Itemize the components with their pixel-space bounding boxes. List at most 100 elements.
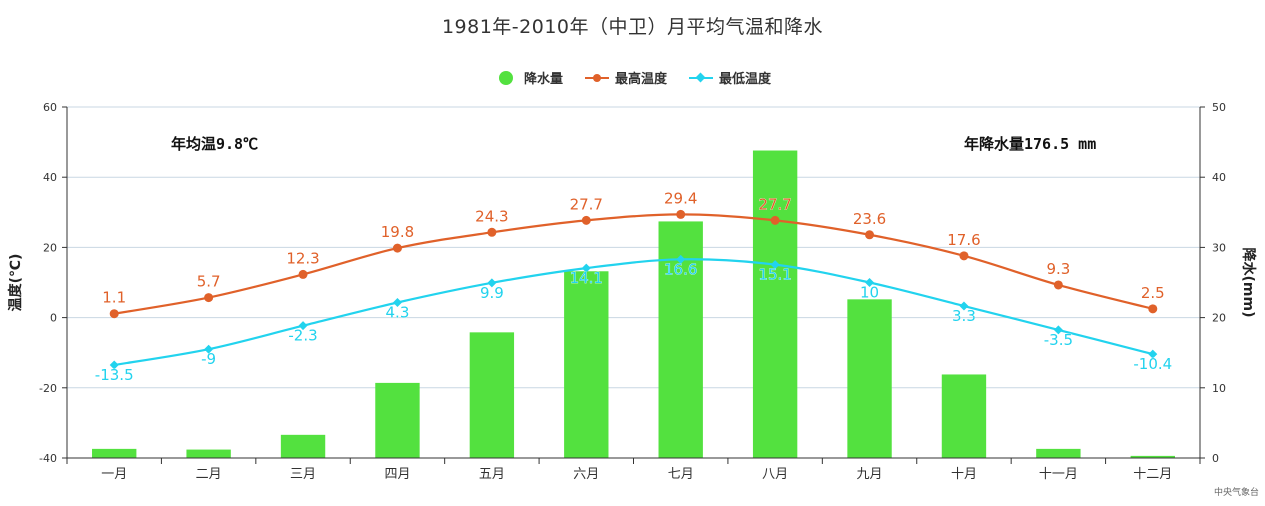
x-tick-label: 六月: [573, 467, 599, 482]
x-tick-label: 三月: [290, 467, 316, 482]
max-temp-point: [392, 243, 402, 253]
precipitation-bar: [280, 434, 326, 458]
legend-item-max-temp[interactable]: 最高温度: [584, 68, 667, 87]
x-tick-label: 七月: [668, 467, 694, 482]
min-temp-data-label: 14.1: [570, 269, 603, 287]
max-temp-point: [959, 251, 969, 261]
max-temp-data-label: 2.5: [1141, 284, 1165, 302]
min-temp-data-label: -2.3: [288, 327, 317, 345]
max-temp-data-label: 17.6: [947, 231, 980, 249]
y-tick-label-right: 40: [1212, 171, 1226, 184]
max-temp-point: [109, 309, 119, 319]
precipitation-bar: [469, 332, 515, 458]
x-tick-label: 五月: [479, 467, 505, 482]
x-tick-label: 九月: [857, 467, 883, 482]
x-tick-label: 十一月: [1039, 467, 1078, 482]
max-temp-point: [676, 209, 686, 219]
x-tick-label: 二月: [196, 467, 222, 482]
legend-min-temp-swatch: [689, 71, 713, 85]
max-temp-point: [770, 215, 780, 225]
x-tick-label: 八月: [762, 467, 788, 482]
precipitation-bar: [847, 299, 892, 458]
x-tick-label: 十二月: [1133, 467, 1172, 482]
min-temp-data-label: 9.9: [480, 284, 504, 302]
x-tick-label: 四月: [384, 467, 410, 482]
min-temp-data-label: -3.5: [1044, 331, 1073, 349]
min-temp-line: [114, 258, 1154, 367]
min-temp-point: [298, 321, 308, 331]
min-temp-point: [865, 278, 875, 287]
precipitation-bar: [375, 382, 420, 458]
max-temp-line: [114, 213, 1154, 315]
max-temp-point: [487, 227, 497, 237]
min-temp-point: [676, 254, 686, 264]
max-temp-data-label: 5.7: [197, 273, 221, 291]
legend-max-temp-swatch: [584, 71, 609, 85]
y-tick-label-right: 0: [1212, 452, 1219, 465]
max-temp-data-label: 27.7: [570, 195, 603, 213]
y-tick-label-left: -40: [39, 452, 57, 465]
min-temp-data-label: 4.3: [386, 304, 410, 322]
y-axis-title-right: 降水(mm): [1240, 248, 1257, 318]
y-tick-label-right: 10: [1212, 382, 1226, 395]
max-temp-data-label: 29.4: [664, 189, 697, 207]
max-temp-data-label: 19.8: [381, 223, 414, 241]
min-temp-data-label: 16.6: [664, 260, 697, 278]
min-temp-point: [770, 260, 780, 270]
legend-min-temp-label: 最低温度: [719, 72, 772, 87]
legend-item-min-temp[interactable]: 最低温度: [689, 68, 771, 87]
y-tick-label-left: 40: [43, 171, 57, 184]
y-tick-label-right: 20: [1212, 312, 1226, 325]
chart-title: 1981年-2010年（中卫）月平均气温和降水: [441, 16, 824, 38]
min-temp-data-label: 10: [860, 284, 879, 302]
precipitation-bar: [564, 271, 609, 458]
legend-precipitation-swatch: [494, 70, 518, 85]
x-tick-label: 一月: [101, 467, 127, 482]
min-temp-data-label: 15.1: [758, 266, 791, 284]
precipitation-bar: [941, 374, 987, 458]
max-temp-data-label: 23.6: [853, 210, 886, 228]
min-temp-data-label: -13.5: [95, 366, 134, 384]
min-temp-data-label: -9: [201, 350, 216, 368]
legend-item-precipitation[interactable]: 降水量: [494, 68, 563, 87]
min-temp-point: [204, 344, 214, 354]
y-tick-label-left: 60: [43, 101, 57, 114]
legend-max-temp-label: 最高温度: [614, 72, 667, 87]
legend-precipitation-label: 降水量: [523, 72, 563, 87]
precipitation-bar: [92, 448, 137, 458]
min-temp-point: [109, 360, 119, 370]
y-tick-label-left: -20: [39, 382, 57, 395]
min-temp-data-label: 3.3: [952, 307, 976, 325]
y-tick-label-right: 50: [1212, 101, 1226, 114]
y-tick-label-left: 20: [43, 241, 57, 254]
max-temp-point: [581, 215, 591, 225]
max-temp-point: [865, 230, 875, 240]
annual-precipitation-annotation: 年降水量176.5 mm: [964, 135, 1097, 153]
credit-label: 中央气象台: [1213, 488, 1259, 498]
precipitation-bar: [752, 150, 798, 459]
max-temp-data-label: 12.3: [286, 249, 319, 267]
precipitation-bar: [1036, 448, 1081, 458]
min-temp-point: [581, 263, 591, 273]
max-temp-data-label: 27.7: [758, 195, 791, 213]
y-tick-label-left: 0: [50, 312, 57, 325]
max-temp-point: [298, 269, 308, 279]
y-axis-title-left: 温度(℃): [7, 254, 24, 312]
max-temp-point: [1148, 304, 1158, 314]
min-temp-point: [487, 278, 497, 288]
annual-mean-temp-annotation: 年均温9.8℃: [171, 135, 259, 153]
y-tick-label-right: 30: [1212, 241, 1226, 254]
legend: 降水量 最高温度 最低温度: [0, 68, 1265, 87]
min-temp-point: [959, 301, 969, 311]
x-tick-label: 十月: [951, 467, 977, 482]
precipitation-bar: [186, 449, 231, 458]
precipitation-bar: [1130, 455, 1175, 458]
max-temp-data-label: 1.1: [102, 289, 126, 307]
min-temp-point: [1148, 349, 1158, 359]
max-temp-point: [204, 293, 214, 303]
max-temp-data-label: 24.3: [475, 207, 508, 225]
min-temp-point: [392, 298, 402, 308]
min-temp-point: [1053, 325, 1063, 335]
